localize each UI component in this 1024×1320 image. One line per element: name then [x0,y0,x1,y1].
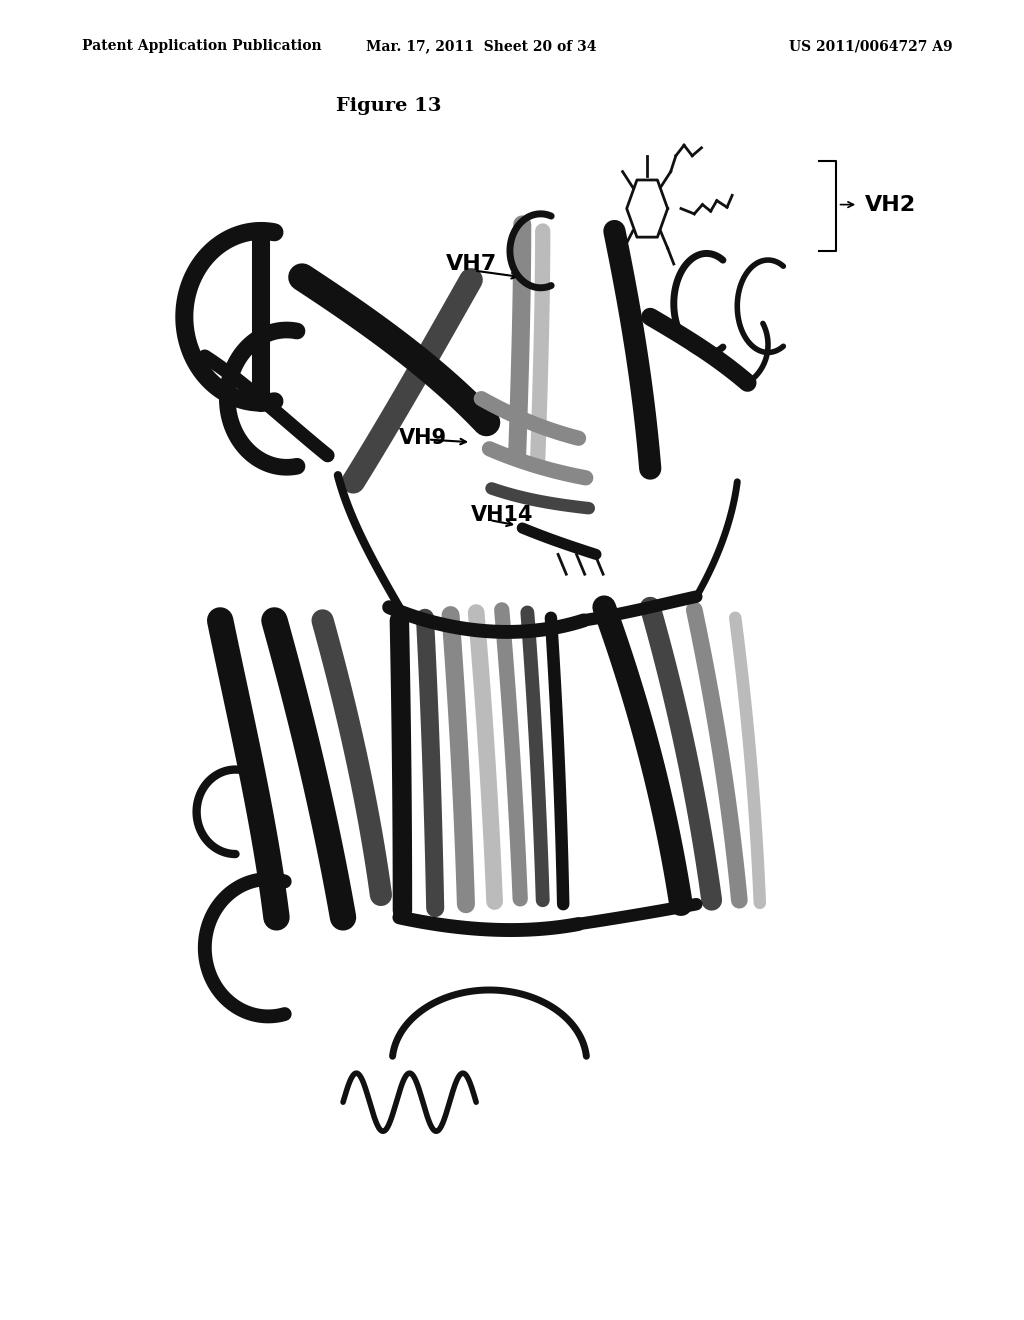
Text: US 2011/0064727 A9: US 2011/0064727 A9 [788,40,952,53]
Text: Mar. 17, 2011  Sheet 20 of 34: Mar. 17, 2011 Sheet 20 of 34 [366,40,597,53]
Text: Patent Application Publication: Patent Application Publication [82,40,322,53]
Text: VH7: VH7 [445,253,497,275]
Text: VH14: VH14 [471,504,534,525]
Text: Figure 13: Figure 13 [336,96,442,115]
Text: VH9: VH9 [399,428,447,449]
Text: VH2: VH2 [865,194,916,215]
